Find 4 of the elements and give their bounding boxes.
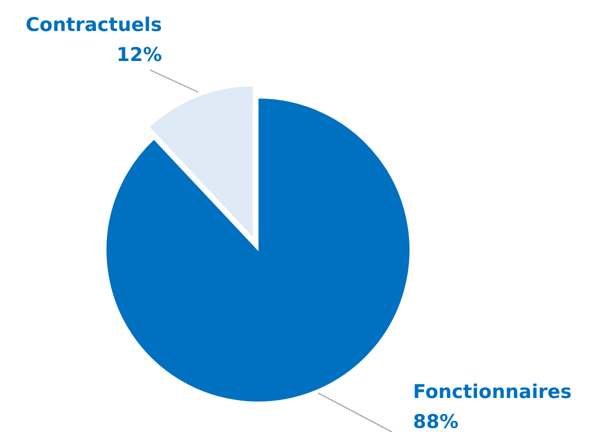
slice-label: Contractuels (26, 14, 162, 36)
slice-label: Fonctionnaires (413, 381, 572, 403)
data-label: 12% (116, 44, 162, 66)
data-label: 88% (413, 411, 458, 432)
